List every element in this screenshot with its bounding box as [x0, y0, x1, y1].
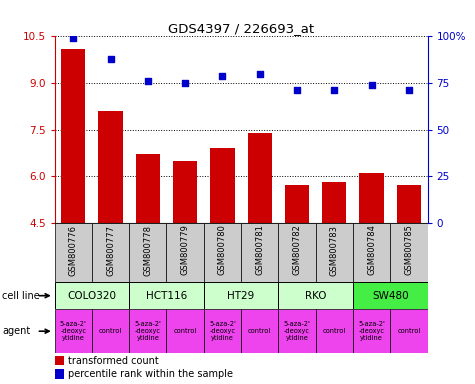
Text: 5-aza-2'
-deoxyc
ytidine: 5-aza-2' -deoxyc ytidine [134, 321, 162, 341]
Bar [167, 223, 204, 282]
Bar [360, 173, 384, 223]
Bar [98, 111, 123, 223]
Text: 5-aza-2'
-deoxyc
ytidine: 5-aza-2' -deoxyc ytidine [358, 321, 385, 341]
Text: GSM800776: GSM800776 [69, 225, 78, 275]
Text: cell line: cell line [2, 291, 40, 301]
Bar [61, 49, 86, 223]
Point [144, 78, 152, 84]
Text: GSM800784: GSM800784 [367, 225, 376, 275]
Point [331, 88, 338, 94]
Bar [390, 309, 428, 353]
Bar [285, 185, 309, 223]
Text: control: control [173, 328, 197, 334]
Text: 5-aza-2'
-deoxyc
ytidine: 5-aza-2' -deoxyc ytidine [284, 321, 311, 341]
Text: control: control [397, 328, 420, 334]
Text: GSM800782: GSM800782 [293, 225, 302, 275]
Text: HCT116: HCT116 [146, 291, 187, 301]
Point [293, 88, 301, 94]
Bar [390, 223, 428, 282]
Bar [315, 223, 353, 282]
Point [218, 73, 226, 79]
Point [405, 88, 413, 94]
Text: control: control [323, 328, 346, 334]
Bar [315, 309, 353, 353]
Bar [129, 282, 204, 309]
Text: control: control [248, 328, 271, 334]
Bar [278, 309, 316, 353]
Text: RKO: RKO [305, 291, 326, 301]
Point [368, 82, 375, 88]
Point [107, 56, 114, 62]
Bar [92, 309, 129, 353]
Bar [353, 282, 428, 309]
Bar [55, 369, 64, 379]
Point [181, 80, 189, 86]
Bar [397, 185, 421, 223]
Text: GSM800779: GSM800779 [180, 225, 190, 275]
Text: COLO320: COLO320 [67, 291, 116, 301]
Bar [173, 161, 197, 223]
Bar [136, 154, 160, 223]
Bar [210, 148, 235, 223]
Bar [204, 309, 241, 353]
Text: GSM800780: GSM800780 [218, 225, 227, 275]
Text: SW480: SW480 [372, 291, 408, 301]
Point [69, 35, 77, 41]
Text: GSM800783: GSM800783 [330, 225, 339, 275]
Bar [247, 133, 272, 223]
Bar [167, 309, 204, 353]
Bar [241, 309, 278, 353]
Bar [55, 282, 129, 309]
Bar [55, 309, 92, 353]
Text: transformed count: transformed count [67, 356, 159, 366]
Text: percentile rank within the sample: percentile rank within the sample [67, 369, 233, 379]
Text: GSM800778: GSM800778 [143, 225, 152, 275]
Bar [55, 223, 92, 282]
Text: GSM800777: GSM800777 [106, 225, 115, 275]
Bar [129, 309, 166, 353]
Point [256, 71, 264, 77]
Text: control: control [99, 328, 122, 334]
Text: GSM800785: GSM800785 [404, 225, 413, 275]
Text: 5-aza-2'
-deoxyc
ytidine: 5-aza-2' -deoxyc ytidine [209, 321, 236, 341]
Bar [241, 223, 278, 282]
Text: HT29: HT29 [228, 291, 255, 301]
Text: GSM800781: GSM800781 [255, 225, 264, 275]
Bar [204, 282, 278, 309]
Bar [353, 309, 390, 353]
Text: 5-aza-2'
-deoxyc
ytidine: 5-aza-2' -deoxyc ytidine [60, 321, 87, 341]
Bar [129, 223, 166, 282]
Bar [278, 223, 316, 282]
Bar [204, 223, 241, 282]
Title: GDS4397 / 226693_at: GDS4397 / 226693_at [168, 22, 314, 35]
Bar [322, 182, 346, 223]
Bar [353, 223, 390, 282]
Bar [92, 223, 129, 282]
Text: agent: agent [2, 326, 30, 336]
Bar [55, 356, 64, 366]
Bar [278, 282, 353, 309]
